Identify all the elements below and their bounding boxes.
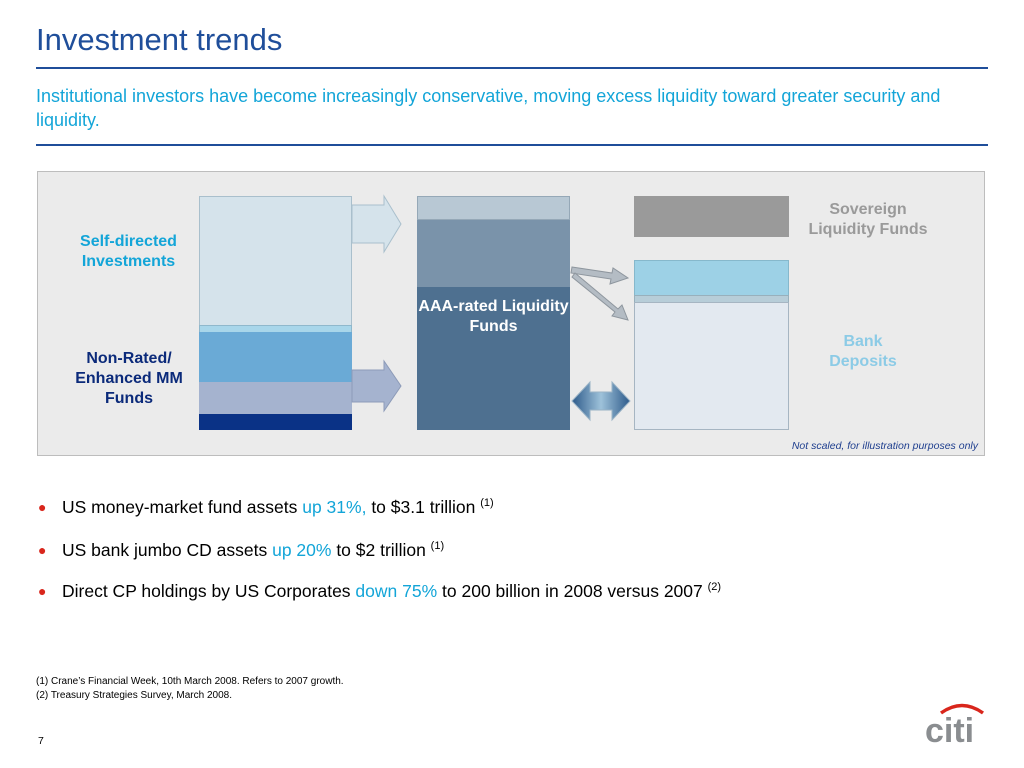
- aaa-base-block: [417, 287, 570, 430]
- bullet-item: ● Direct CP holdings by US Corporates dow…: [38, 581, 721, 602]
- title-divider: [36, 67, 988, 69]
- upper-right-arrow: [351, 194, 402, 254]
- diagonal-arrow-lower: [571, 272, 629, 321]
- bank-light-band: [634, 260, 789, 296]
- self-directed-block: [199, 196, 352, 326]
- footnote-1: (1) Crane’s Financial Week, 10th March 2…: [36, 676, 344, 687]
- aaa-top-band: [417, 196, 570, 220]
- bullet-reference: (1): [480, 497, 494, 509]
- subtitle-divider: [36, 144, 988, 146]
- bullet-highlight: down 75%: [355, 581, 438, 601]
- bullet-text: US money-market fund assets: [62, 497, 303, 517]
- bullet-reference: (2): [707, 581, 722, 593]
- sovereign-block: [634, 196, 789, 237]
- bullet-reference: (1): [430, 540, 445, 552]
- bullet-text: US bank jumbo CD assets: [62, 540, 273, 560]
- bank-deposits-label: Bank Deposits: [829, 333, 897, 370]
- citi-logo: citi: [920, 698, 990, 750]
- bullet-item: ● US money-market fund assets up 31%, to …: [38, 497, 494, 518]
- bullet-text: Direct CP holdings by US Corporates: [62, 581, 356, 601]
- aaa-rated-label: AAA-rated Liquidity Funds: [418, 298, 569, 335]
- page-title: Investment trends: [36, 22, 283, 57]
- lower-right-arrow: [351, 359, 402, 413]
- illustration-note: Not scaled, for illustration purposes on…: [791, 440, 978, 452]
- bank-deposits-block: [634, 302, 789, 430]
- bullet-text-tail: to $3.1 trillion: [366, 497, 481, 517]
- footnote-2: (2) Treasury Strategies Survey, March 20…: [36, 690, 233, 701]
- non-rated-navy-block: [199, 414, 352, 430]
- sovereign-label: Sovereign Liquidity Funds: [808, 201, 928, 238]
- bullet-dot-icon: ●: [38, 583, 47, 599]
- bullet-highlight: up 31%,: [302, 497, 367, 517]
- bullet-item: ● US bank jumbo CD assets up 20% to $2 tr…: [38, 540, 444, 561]
- two-way-arrow: [571, 380, 631, 422]
- svg-text:citi: citi: [925, 712, 974, 748]
- page-number: 7: [38, 735, 44, 747]
- non-rated-label: Non-Rated/ Enhanced MM Funds: [75, 350, 183, 407]
- page-subtitle: Institutional investors have become incr…: [36, 86, 941, 130]
- flow-arrows: [351, 194, 631, 422]
- bullet-dot-icon: ●: [38, 499, 47, 515]
- aaa-mid-band: [417, 220, 570, 287]
- non-rated-blue-block: [199, 332, 352, 382]
- bullet-text-tail: to 200 billion in 2008 versus 2007: [437, 581, 708, 601]
- bullet-dot-icon: ●: [38, 542, 47, 558]
- bullet-highlight: up 20%: [272, 540, 332, 560]
- liquidity-flow-diagram: Self-directed Investments Non-Rated/ Enh…: [37, 171, 985, 456]
- bullet-text-tail: to $2 trillion: [331, 540, 431, 560]
- diagonal-arrow-upper: [570, 266, 630, 285]
- self-directed-label: Self-directed Investments: [80, 233, 177, 270]
- non-rated-lavender-block: [199, 382, 352, 414]
